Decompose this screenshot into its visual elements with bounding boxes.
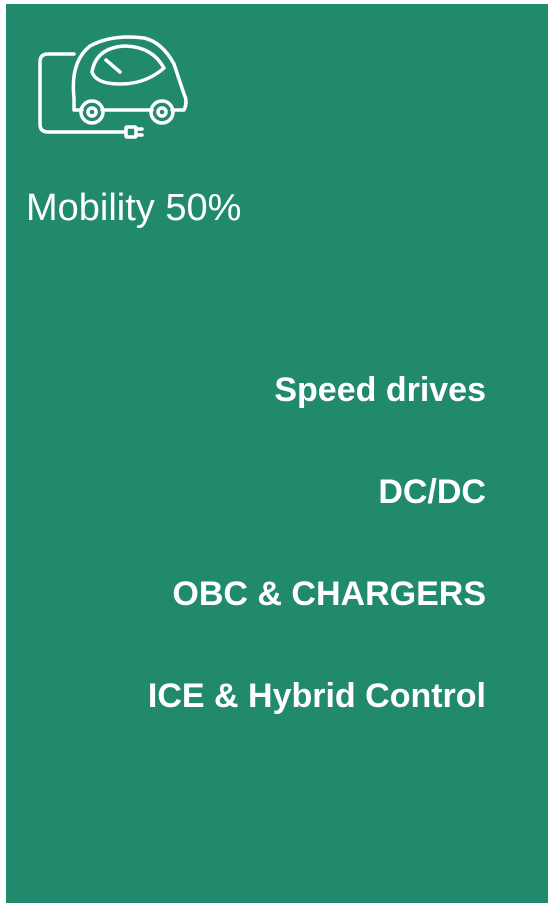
item: ICE & Hybrid Control <box>147 677 486 715</box>
car-icon <box>38 35 188 139</box>
card: Mobility 50% Speed drives DC/DC OBC & CHAR… <box>6 4 548 903</box>
item-list: Speed drives DC/DC OBC & CHARGERS ICE & Hyb… <box>148 364 486 772</box>
title: Mobility 50% <box>26 187 242 229</box>
item: Speed drives <box>274 371 486 409</box>
item: DC/DC <box>378 473 486 511</box>
item: OBC & CHARGERS <box>172 575 486 613</box>
